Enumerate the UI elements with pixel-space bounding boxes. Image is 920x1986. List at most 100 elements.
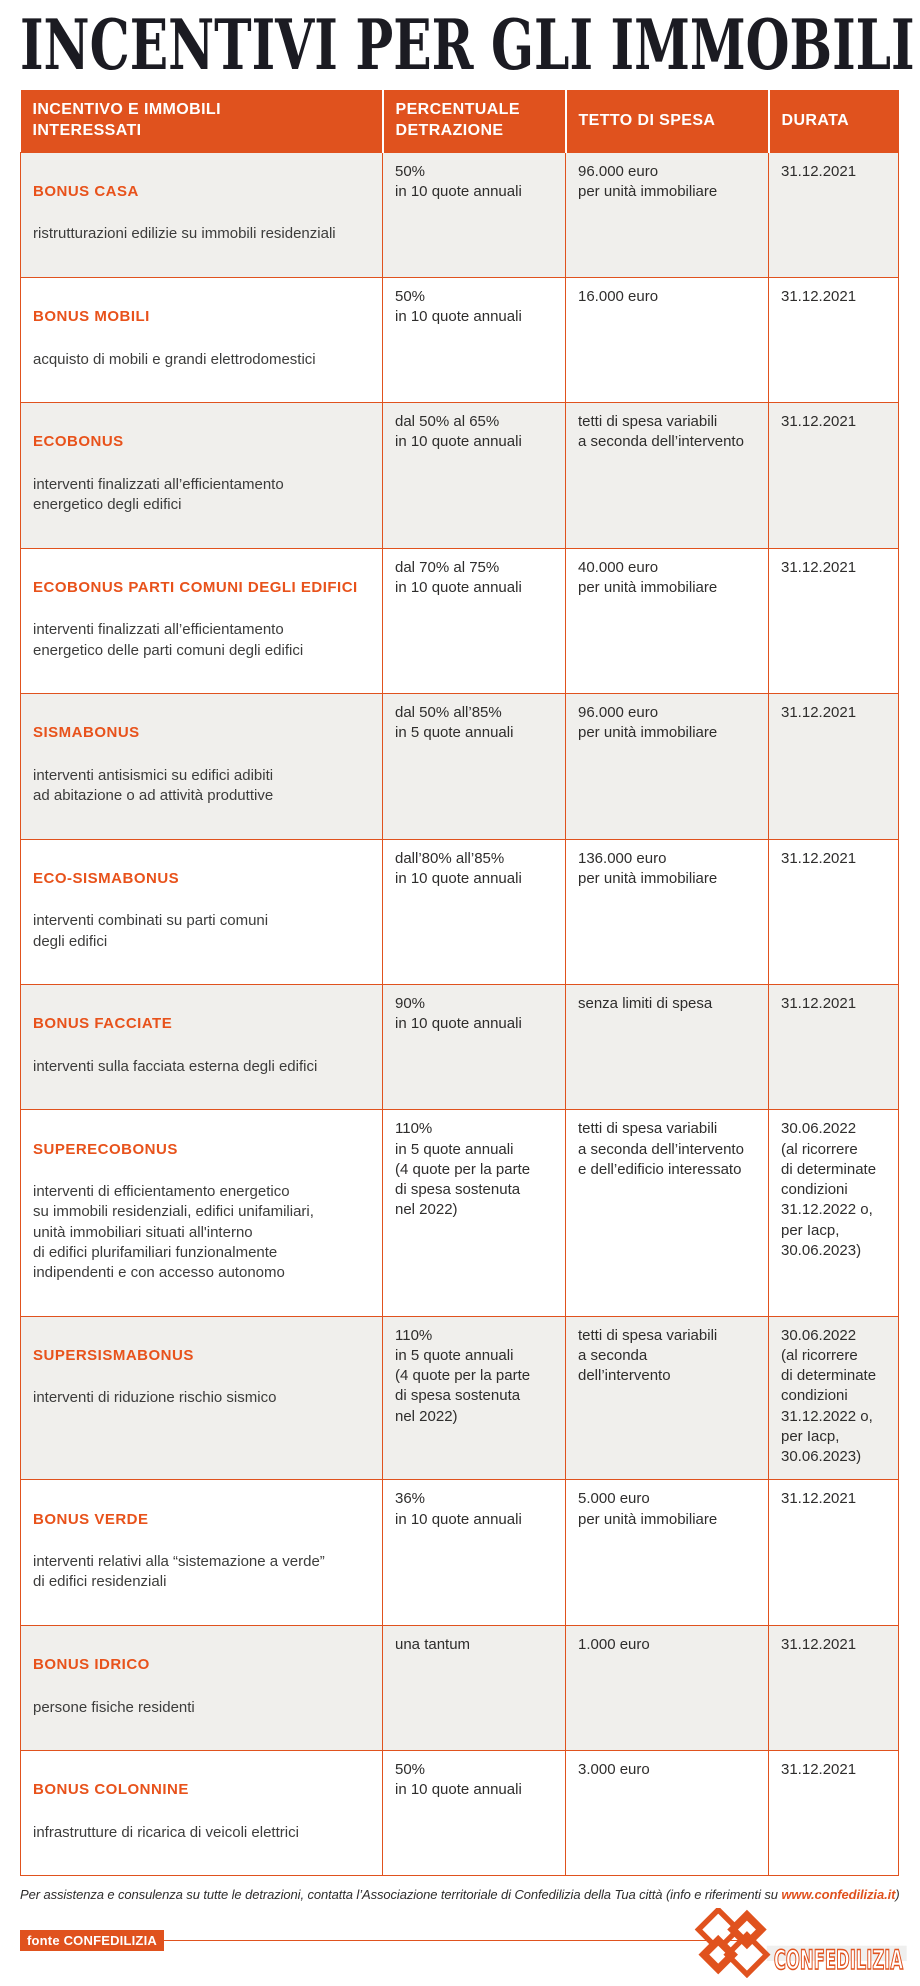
incentivo-cell: ECOBONUS PARTI COMUNI DEGLI EDIFICI inte…: [20, 547, 383, 694]
fonte-badge: fonte CONFEDILIZIA: [20, 1930, 164, 1952]
detrazione-cell: 90% in 10 quote annuali: [382, 983, 566, 1111]
bonus-name: ECOBONUS: [33, 433, 124, 451]
durata-cell: 31.12.2021: [768, 1479, 899, 1626]
tetto-cell: 3.000 euro: [565, 1749, 769, 1877]
bonus-name: BONUS VERDE: [33, 1510, 149, 1528]
incentivo-cell: BONUS COLONNINE infrastrutture di ricari…: [20, 1749, 383, 1877]
table-row: ECOBONUS interventi finalizzati all’effi…: [20, 402, 899, 549]
bonus-name: BONUS IDRICO: [33, 1656, 150, 1673]
page-title-wrap: INCENTIVI PER GLI IMMOBILI: [20, 11, 915, 80]
table-row: BONUS CASA ristrutturazioni edilizie su …: [20, 151, 899, 278]
incentivo-cell: BONUS MOBILI acquisto di mobili e grandi…: [20, 276, 383, 404]
bonus-name: ECO-SISMABONUS: [33, 869, 180, 887]
tetto-cell: tetti di spesa variabili a seconda dell’…: [565, 1109, 769, 1317]
incentivo-cell: BONUS IDRICO persone fisiche residenti: [20, 1624, 383, 1752]
durata-cell: 31.12.2021: [768, 983, 899, 1111]
tetto-cell: 5.000 euro per unità immobiliare: [565, 1479, 769, 1626]
table-row: SUPERECOBONUS interventi di efficientame…: [20, 1109, 899, 1317]
tetto-cell: 16.000 euro: [565, 276, 769, 404]
table-row: BONUS IDRICO persone fisiche residenti u…: [20, 1624, 899, 1752]
tetto-cell: 136.000 euro per unità immobiliare: [565, 838, 769, 985]
bonus-description: interventi antisismici su edifici adibit…: [33, 766, 274, 804]
incentivo-cell: SISMABONUS interventi antisismici su edi…: [20, 693, 383, 840]
durata-cell: 30.06.2022 (al ricorrere di determinate …: [768, 1109, 899, 1317]
bonus-description: interventi sulla facciata esterna degli …: [33, 1057, 318, 1075]
tetto-cell: tetti di spesa variabili a seconda dell’…: [565, 402, 769, 549]
table-row: BONUS COLONNINE infrastrutture di ricari…: [20, 1749, 899, 1877]
bonus-description: interventi finalizzati all’efficientamen…: [33, 475, 284, 513]
source-row: fonte CONFEDILIZIA CONFEDILIZIA: [20, 1908, 907, 1986]
detrazione-cell: 50% in 10 quote annuali: [382, 276, 566, 404]
detrazione-cell: dall’80% all’85% in 10 quote annuali: [382, 838, 566, 985]
confedilizia-link[interactable]: www.confedilizia.it: [781, 1887, 896, 1903]
bonus-name: BONUS FACCIATE: [33, 1015, 173, 1033]
column-header-tetto: TETTO DI SPESA: [565, 90, 770, 152]
durata-cell: 31.12.2021: [768, 838, 899, 985]
bonus-description: interventi combinati su parti comuni deg…: [33, 912, 269, 950]
detrazione-cell: dal 70% al 75% in 10 quote annuali: [382, 547, 566, 694]
durata-cell: 31.12.2021: [768, 402, 899, 549]
footer-note-text: Per assistenza e consulenza su tutte le …: [20, 1887, 782, 1903]
durata-cell: 31.12.2021: [768, 1749, 899, 1877]
bonus-description: infrastrutture di ricarica di veicoli el…: [33, 1823, 299, 1841]
bonus-name: BONUS MOBILI: [33, 308, 150, 325]
detrazione-cell: 50% in 10 quote annuali: [382, 1749, 566, 1877]
bonus-description: interventi di efficientamento energetico…: [33, 1183, 314, 1281]
footer-note: Per assistenza e consulenza su tutte le …: [20, 1887, 900, 1902]
table-row: BONUS FACCIATE interventi sulla facciata…: [20, 983, 899, 1111]
bonus-name: SUPERECOBONUS: [33, 1140, 178, 1158]
incentivo-cell: SUPERECOBONUS interventi di efficientame…: [20, 1109, 383, 1317]
bonus-description: interventi di riduzione rischio sismico: [33, 1389, 277, 1407]
durata-cell: 31.12.2021: [768, 547, 899, 694]
incentives-table: INCENTIVO E IMMOBILI INTERESSATI PERCENT…: [20, 90, 899, 1877]
detrazione-cell: dal 50% all’85% in 5 quote annuali: [382, 693, 566, 840]
incentivo-cell: BONUS VERDE interventi relativi alla “si…: [20, 1479, 383, 1626]
divider-line: [164, 1939, 740, 1942]
durata-cell: 31.12.2021: [768, 151, 899, 278]
confedilizia-logo: CONFEDILIZIA: [694, 1908, 907, 1979]
bonus-name: BONUS COLONNINE: [33, 1781, 189, 1799]
bonus-name: SUPERSISMABONUS: [33, 1346, 194, 1364]
detrazione-cell: dal 50% al 65% in 10 quote annuali: [382, 402, 566, 549]
bonus-description: acquisto di mobili e grandi elettrodomes…: [33, 350, 316, 368]
incentivo-cell: BONUS CASA ristrutturazioni edilizie su …: [20, 151, 383, 278]
detrazione-cell: 36% in 10 quote annuali: [382, 1479, 566, 1626]
bonus-description: interventi finalizzati all’efficientamen…: [33, 621, 304, 659]
detrazione-cell: 110% in 5 quote annuali (4 quote per la …: [382, 1315, 566, 1481]
table-row: SISMABONUS interventi antisismici su edi…: [20, 693, 899, 840]
page-title: INCENTIVI PER GLI IMMOBILI: [20, 5, 915, 86]
detrazione-cell: 110% in 5 quote annuali (4 quote per la …: [382, 1109, 566, 1317]
durata-cell: 30.06.2022 (al ricorrere di determinate …: [768, 1315, 899, 1481]
table-row: BONUS VERDE interventi relativi alla “si…: [20, 1479, 899, 1626]
durata-cell: 31.12.2021: [768, 276, 899, 404]
bonus-name: SISMABONUS: [33, 724, 140, 742]
bonus-name: ECOBONUS PARTI COMUNI DEGLI EDIFICI: [33, 578, 358, 596]
column-header-durata: DURATA: [768, 90, 899, 152]
column-header-percentuale: PERCENTUALE DETRAZIONE: [382, 90, 567, 152]
table-row: BONUS MOBILI acquisto di mobili e grandi…: [20, 276, 899, 404]
table-row: ECOBONUS PARTI COMUNI DEGLI EDIFICI inte…: [20, 547, 899, 694]
tetto-cell: tetti di spesa variabili a seconda dell’…: [565, 1315, 769, 1481]
tetto-cell: 1.000 euro: [565, 1624, 769, 1752]
footer-note-suffix: ): [895, 1887, 900, 1903]
tetto-cell: senza limiti di spesa: [565, 983, 769, 1111]
detrazione-cell: una tantum: [382, 1624, 566, 1752]
incentivo-cell: ECO-SISMABONUS interventi combinati su p…: [20, 838, 383, 985]
bonus-description: ristrutturazioni edilizie su immobili re…: [33, 225, 336, 243]
tetto-cell: 96.000 euro per unità immobiliare: [565, 693, 769, 840]
bonus-name: BONUS CASA: [33, 182, 139, 200]
durata-cell: 31.12.2021: [768, 1624, 899, 1752]
bonus-description: persone fisiche residenti: [33, 1698, 195, 1716]
incentivo-cell: SUPERSISMABONUS interventi di riduzione …: [20, 1315, 383, 1481]
table-row: ECO-SISMABONUS interventi combinati su p…: [20, 838, 899, 985]
tetto-cell: 96.000 euro per unità immobiliare: [565, 151, 769, 278]
bonus-description: interventi relativi alla “sistemazione a…: [33, 1553, 325, 1591]
logo-wordmark: CONFEDILIZIA: [774, 1945, 903, 1976]
incentivo-cell: BONUS FACCIATE interventi sulla facciata…: [20, 983, 383, 1111]
table-header: INCENTIVO E IMMOBILI INTERESSATI PERCENT…: [20, 90, 899, 152]
table-row: SUPERSISMABONUS interventi di riduzione …: [20, 1315, 899, 1481]
tetto-cell: 40.000 euro per unità immobiliare: [565, 547, 769, 694]
durata-cell: 31.12.2021: [768, 693, 899, 840]
incentivo-cell: ECOBONUS interventi finalizzati all’effi…: [20, 402, 383, 549]
